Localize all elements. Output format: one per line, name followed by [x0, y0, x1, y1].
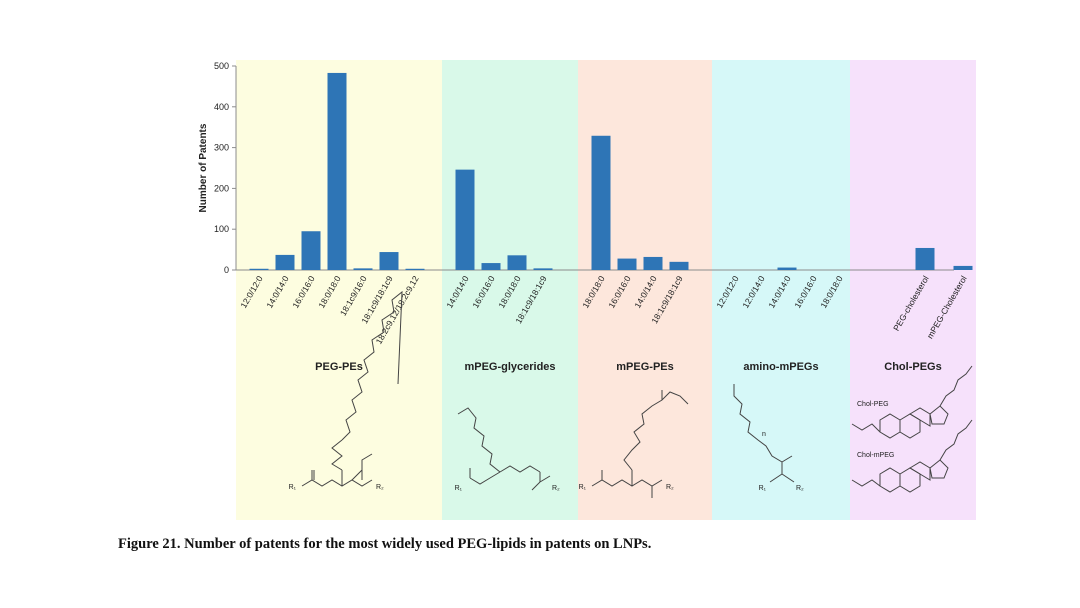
peg-pe-r2-label: R₂	[376, 484, 384, 491]
bar-2-3	[669, 261, 689, 270]
bar-0-0	[249, 268, 269, 270]
group-band-3	[712, 60, 850, 520]
group-band-1	[442, 60, 578, 520]
mpeg-glyceride-r2-label: R₂	[552, 485, 560, 492]
y-tick-label: 0	[224, 265, 229, 275]
amino-mpeg-n-label: n	[762, 431, 766, 438]
bar-0-1	[275, 254, 295, 270]
chol-mpeg-label: Chol-mPEG	[857, 452, 894, 459]
y-axis-label: Number of Patents	[198, 123, 209, 212]
bar-marks	[249, 72, 973, 270]
bar-3-2	[777, 267, 797, 270]
bar-1-2	[507, 255, 527, 270]
bar-0-4	[353, 268, 373, 270]
group-label-0: PEG-PEs	[315, 361, 363, 373]
peg-pe-structure: R₁ R₂	[289, 290, 403, 491]
amino-mpeg-r1-label: R₁	[759, 485, 767, 492]
group-label-3: amino-mPEGs	[743, 361, 818, 373]
y-tick-label: 500	[214, 61, 229, 71]
mpeg-glyceride-r1-label: R₁	[455, 485, 463, 492]
group-labels: PEG-PEs mPEG-glycerides mPEG-PEs amino-mPEG…	[315, 361, 942, 373]
bar-4-0	[915, 247, 935, 270]
amino-mpeg-structure: n R₁ R₂	[733, 384, 804, 492]
y-tick-label: 400	[214, 102, 229, 112]
bar-2-1	[617, 258, 637, 270]
bar-1-3	[533, 268, 553, 270]
chol-peg-label: Chol-PEG	[857, 401, 889, 408]
group-label-4: Chol-PEGs	[884, 361, 941, 373]
mpeg-pe-structure: R₁ R₂	[579, 390, 689, 498]
y-tick-label: 300	[214, 143, 229, 153]
group-label-1: mPEG-glycerides	[464, 361, 555, 373]
y-tick-label: 200	[214, 183, 229, 193]
chol-peg-structures: Chol-PEG Chol-mPEG	[851, 365, 973, 493]
mpeg-glyceride-structure: R₁ R₂	[455, 407, 560, 492]
bar-0-5	[379, 252, 399, 270]
group-label-2: mPEG-PEs	[616, 361, 673, 373]
figure-caption: Figure 21. Number of patents for the mos…	[118, 536, 652, 552]
bar-0-3	[327, 72, 347, 270]
peg-pe-r1-label: R₁	[289, 484, 297, 491]
bar-2-2	[643, 256, 663, 270]
bar-0-2	[301, 231, 321, 270]
mpeg-pe-r1-label: R₁	[579, 484, 587, 491]
group-band-4	[850, 60, 976, 520]
mpeg-pe-r2-label: R₂	[666, 484, 674, 491]
bar-1-1	[481, 263, 501, 270]
group-backgrounds	[236, 60, 976, 520]
y-tick-label: 100	[214, 224, 229, 234]
bar-1-0	[455, 169, 475, 270]
bar-0-6	[405, 268, 425, 270]
bar-4-1	[953, 265, 973, 270]
amino-mpeg-r2-label: R₂	[796, 485, 804, 492]
bar-2-0	[591, 135, 611, 270]
